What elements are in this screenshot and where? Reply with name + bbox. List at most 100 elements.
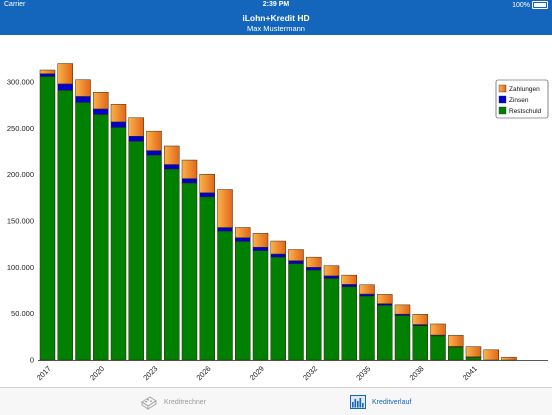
y-tick-label: 0 <box>30 356 34 365</box>
navigation-bar: iLohn+Kredit HD Max Mustermann <box>0 11 552 35</box>
bar-zahlungen <box>199 173 215 194</box>
bar-zahlungen <box>412 314 428 325</box>
bar-zahlungen <box>430 323 446 336</box>
legend-label: Zahlungen <box>509 86 540 93</box>
bar-zahlungen <box>128 117 144 137</box>
y-tick-label: 150.000 <box>7 217 34 226</box>
bar-restschuld <box>465 356 482 361</box>
x-tick-label: 2038 <box>408 364 426 382</box>
bar-restschuld <box>341 286 357 361</box>
bar-zahlungen <box>146 130 162 151</box>
tab-kreditrechner[interactable]: Kreditrechner <box>140 393 206 411</box>
bar-restschuld <box>75 102 91 361</box>
page-subtitle: Max Mustermann <box>247 24 305 33</box>
calculator-icon <box>141 396 157 410</box>
bar-zahlungen <box>39 69 56 74</box>
credit-history-chart: 0 50.000 100.000 150.000 200.000 250.000 300.0… <box>7 63 549 382</box>
x-tick-label: 2041 <box>461 364 479 382</box>
bar-zinsen <box>377 303 393 306</box>
x-tick-label: 2023 <box>141 364 159 382</box>
bar-restschuld <box>57 90 73 361</box>
bar-restschuld <box>93 114 109 361</box>
bar-zinsen <box>181 178 198 184</box>
bar-zinsen <box>323 275 340 279</box>
legend-swatch <box>498 106 507 115</box>
bar-zahlungen <box>181 159 198 179</box>
page-title: iLohn+Kredit HD <box>242 13 310 23</box>
bar-zinsen <box>199 192 215 198</box>
bar-zahlungen <box>359 284 375 295</box>
bar-zinsen <box>128 136 144 142</box>
bar-zinsen <box>306 267 322 271</box>
bar-zahlungen <box>270 240 286 255</box>
bar-zahlungen <box>394 304 411 315</box>
legend-swatch <box>498 95 507 104</box>
bar-restschuld <box>110 127 127 361</box>
bar-zinsen <box>270 253 286 258</box>
bar-restschuld <box>235 241 251 361</box>
bar-restschuld <box>394 315 411 361</box>
bar-zahlungen <box>483 349 499 361</box>
x-tick-label: 2017 <box>35 364 53 382</box>
battery-icon <box>532 1 548 9</box>
bar-zahlungen <box>465 346 482 358</box>
bar-restschuld <box>448 346 464 361</box>
bar-zinsen <box>146 150 162 156</box>
bar-zinsen <box>235 237 251 242</box>
bar-zinsen <box>93 108 109 115</box>
bar-zinsen <box>252 246 269 251</box>
bar-zahlungen <box>110 104 127 123</box>
legend-swatch <box>498 84 507 93</box>
bar-restschuld <box>252 250 269 361</box>
bar-restschuld <box>199 196 215 361</box>
bar-restschuld <box>270 256 286 361</box>
bar-zinsen <box>217 227 233 232</box>
tab-kreditverlauf[interactable]: Kreditverlauf <box>350 393 411 411</box>
bar-restschuld <box>377 305 393 361</box>
bar-restschuld <box>288 263 304 361</box>
y-tick-label: 250.000 <box>7 124 34 133</box>
bar-zahlungen <box>75 79 91 97</box>
bar-zahlungen <box>306 256 322 268</box>
y-tick-label: 50.000 <box>11 309 34 318</box>
bar-restschuld <box>128 141 144 361</box>
bar-zahlungen <box>323 265 340 277</box>
battery-indicator: 100% <box>512 1 548 9</box>
bar-zahlungen <box>288 249 304 261</box>
y-tick-label: 300.000 <box>7 78 34 87</box>
x-tick-label: 2026 <box>195 364 213 382</box>
x-tick-label: 2035 <box>354 364 372 382</box>
x-tick-label: 2029 <box>248 364 266 382</box>
bar-zahlungen <box>164 145 180 165</box>
bar-restschuld <box>430 335 446 361</box>
bar-restschuld <box>412 325 428 361</box>
bar-zahlungen <box>341 274 357 285</box>
bar-zinsen <box>57 83 73 91</box>
bar-zahlungen <box>235 227 251 238</box>
bar-restschuld <box>146 155 162 361</box>
bar-zinsen <box>39 73 56 77</box>
bar-zinsen <box>75 96 91 103</box>
bar-zinsen <box>341 284 357 288</box>
bar-zahlungen <box>377 294 393 304</box>
y-tick-label: 200.000 <box>7 170 34 179</box>
x-tick-label: 2020 <box>88 364 106 382</box>
bar-restschuld <box>164 168 180 361</box>
bar-zahlungen <box>252 233 269 248</box>
bar-restschuld <box>217 230 233 361</box>
tab-bar: Kreditrechner Kreditverlauf <box>0 387 552 415</box>
bar-restschuld <box>359 295 375 361</box>
tab-label: Kreditverlauf <box>372 398 412 406</box>
carrier-label: Carrier <box>4 1 26 8</box>
bar-zahlungen <box>93 92 109 110</box>
clock: 2:39 PM <box>262 1 290 8</box>
legend-label: Zinsen <box>509 97 529 104</box>
bar-zahlungen <box>501 356 517 361</box>
legend-label: Restschuld <box>509 108 542 115</box>
legend-box <box>495 79 549 119</box>
bar-restschuld <box>323 278 340 361</box>
x-tick-label: 2032 <box>301 364 319 382</box>
bar-zinsen <box>164 164 180 170</box>
bar-restschuld <box>181 182 198 361</box>
bar-zinsen <box>359 293 375 297</box>
